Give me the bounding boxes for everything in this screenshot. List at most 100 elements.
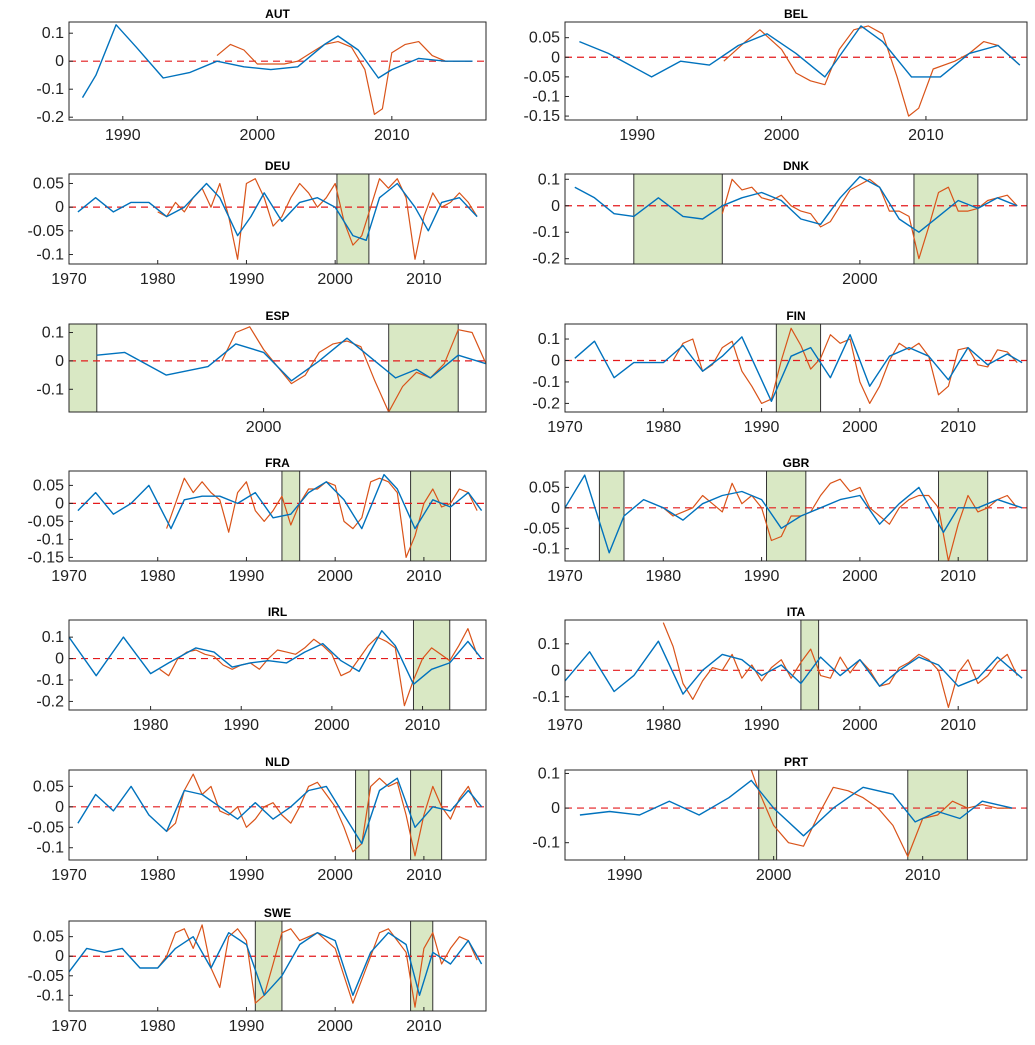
axes-frame-esp: [68, 323, 487, 413]
axes-frame-irl: [68, 619, 487, 711]
panel-title-gbr: GBR: [783, 456, 810, 470]
panel-dnk: DNK 0.1 0 -0.1 -0.2 2000: [532, 159, 1028, 288]
ytick-label-swe-1: 0: [55, 948, 64, 965]
panel-deu: DEU 0.05 0 -0.05 -0.1 1970 1980 1990 2000 2010: [28, 159, 487, 288]
series-smooth-prt: [579, 779, 1013, 837]
xtick-label-ita-3: 2000: [842, 717, 878, 734]
shaded-band-dnk-0: [633, 174, 723, 264]
ytick-label-aut-2: -0.1: [36, 81, 64, 98]
axes-frame-aut: [68, 21, 487, 121]
panel-title-nld: NLD: [265, 755, 290, 769]
xtick-label-irl-2: 2000: [314, 717, 350, 734]
ytick-label-esp-1: 0: [55, 353, 64, 370]
xtick-label-fin-0: 1970: [547, 419, 583, 436]
xtick-label-irl-3: 2010: [405, 717, 441, 734]
ytick-label-ita-1: 0: [551, 662, 560, 679]
xtick-label-fra-4: 2010: [406, 568, 442, 585]
xtick-label-gbr-1: 1980: [646, 568, 682, 585]
series-smooth-irl: [69, 630, 483, 685]
series-raw-bel: [723, 25, 1021, 117]
axes-frame-gbr: [564, 470, 1028, 562]
ytick-label-bel-4: -0.15: [524, 108, 561, 125]
ytick-label-gbr-0: 0.05: [529, 479, 560, 496]
axes-frame-prt: [564, 769, 1028, 861]
ytick-label-irl-2: -0.1: [36, 672, 64, 689]
ytick-label-prt-1: 0: [551, 800, 560, 817]
series-smooth-swe: [69, 932, 483, 996]
ytick-label-aut-1: 0: [55, 53, 64, 70]
xtick-label-esp-0: 2000: [246, 419, 282, 436]
ytick-label-dnk-2: -0.1: [532, 224, 560, 241]
series-raw-aut: [216, 41, 473, 115]
ytick-label-irl-3: -0.2: [36, 693, 64, 710]
ytick-label-aut-0: 0.1: [42, 25, 64, 42]
xtick-label-swe-2: 1990: [229, 1018, 265, 1035]
plot-area-fra: [69, 471, 486, 561]
xtick-label-swe-4: 2010: [406, 1018, 442, 1035]
xtick-label-prt-0: 1990: [607, 867, 643, 884]
xtick-label-nld-2: 1990: [229, 867, 265, 884]
xtick-label-aut-1: 2000: [240, 127, 276, 144]
plot-area-ita: [565, 620, 1027, 710]
xtick-label-fra-3: 2000: [317, 568, 353, 585]
xtick-label-deu-1: 1980: [140, 271, 176, 288]
ytick-label-bel-2: -0.05: [524, 69, 561, 86]
ytick-label-deu-2: -0.05: [28, 223, 65, 240]
series-raw-fra: [166, 477, 478, 558]
plot-area-irl: [69, 620, 486, 710]
series-raw-prt: [750, 770, 1013, 858]
ytick-label-irl-1: 0: [55, 651, 64, 668]
xtick-label-gbr-0: 1970: [547, 568, 583, 585]
axes-frame-fra: [68, 470, 487, 562]
xtick-label-fin-1: 1980: [646, 419, 682, 436]
xtick-label-ita-1: 1980: [646, 717, 682, 734]
series-smooth-fra: [77, 473, 483, 530]
panel-fin: FIN 0.1 0 -0.1 -0.2 1970 1980 1990 2000 2010: [532, 309, 1028, 436]
panel-title-dnk: DNK: [783, 159, 809, 173]
panel-title-ita: ITA: [787, 605, 806, 619]
xtick-label-nld-4: 2010: [406, 867, 442, 884]
plot-area-swe: [69, 921, 486, 1011]
plot-area-prt: [565, 770, 1027, 860]
panel-title-esp: ESP: [265, 309, 289, 323]
panel-title-fin: FIN: [786, 309, 805, 323]
ytick-label-ita-0: 0.1: [538, 636, 560, 653]
series-raw-irl: [159, 628, 478, 707]
xtick-label-deu-4: 2010: [406, 271, 442, 288]
xtick-label-ita-0: 1970: [547, 717, 583, 734]
ytick-label-fra-1: 0: [55, 495, 64, 512]
ytick-label-gbr-3: -0.1: [532, 541, 560, 558]
series-raw-gbr: [662, 478, 1018, 561]
ytick-label-esp-2: -0.1: [36, 381, 64, 398]
series-smooth-nld: [77, 777, 483, 845]
xtick-label-ita-2: 1990: [744, 717, 780, 734]
shaded-band-fra-1: [410, 471, 452, 561]
axes-frame-dnk: [564, 173, 1028, 265]
xtick-label-prt-2: 2010: [905, 867, 941, 884]
shaded-band-swe-0: [254, 921, 283, 1011]
ytick-label-prt-2: -0.1: [532, 835, 560, 852]
xtick-label-deu-0: 1970: [51, 271, 87, 288]
panel-title-bel: BEL: [784, 7, 808, 21]
xtick-label-nld-0: 1970: [51, 867, 87, 884]
ytick-label-aut-3: -0.2: [36, 109, 64, 126]
series-smooth-gbr: [565, 474, 1023, 554]
plot-area-esp: [69, 324, 486, 412]
ytick-label-fra-0: 0.05: [33, 477, 64, 494]
plot-area-fin: [565, 324, 1027, 412]
xtick-label-gbr-2: 1990: [744, 568, 780, 585]
ytick-label-nld-0: 0.05: [33, 778, 64, 795]
panel-title-prt: PRT: [784, 755, 809, 769]
series-smooth-esp: [96, 337, 486, 382]
panel-aut: AUT 0.1 0 -0.1 -0.2 1990 2000 2010: [36, 7, 487, 144]
panel-prt: PRT 0.1 0 -0.1 1990 2000 2010: [532, 755, 1028, 884]
xtick-label-irl-1: 1990: [223, 717, 259, 734]
ytick-label-fra-2: -0.05: [28, 513, 65, 530]
ytick-label-dnk-0: 0.1: [538, 171, 560, 188]
panel-swe: SWE 0.05 0 -0.05 -0.1 1970 1980 1990 2000 2010: [28, 906, 487, 1035]
panel-irl: IRL 0.1 0 -0.1 -0.2 1980 1990 2000 2010: [36, 605, 487, 734]
panel-title-irl: IRL: [268, 605, 287, 619]
ytick-label-swe-0: 0.05: [33, 929, 64, 946]
series-raw-fin: [672, 327, 1018, 404]
